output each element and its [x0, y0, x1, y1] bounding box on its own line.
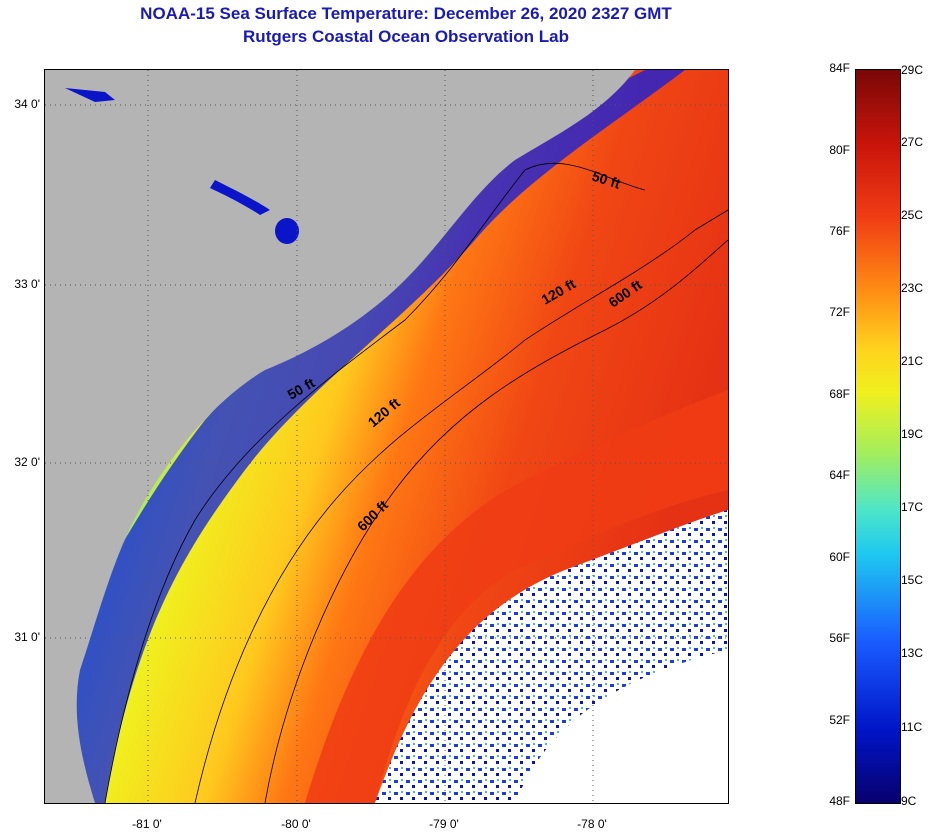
temperature-colorbar — [855, 69, 901, 804]
colorbar-f-68: 68F — [829, 387, 850, 401]
colorbar-c-29: 29C — [901, 63, 924, 77]
colorbar-c-9: 9C — [901, 794, 917, 808]
colorbar-f-84: 84F — [829, 61, 850, 75]
lon-label-80: -80 0' — [281, 817, 311, 831]
contour-50ft — [104, 162, 646, 803]
inland-lake — [275, 218, 299, 244]
lat-label-33: 33 0' — [14, 277, 40, 291]
cloud-cover-clear — [515, 650, 728, 803]
lat-label-34: 34 0' — [14, 97, 40, 111]
land-mass — [45, 70, 635, 803]
colorbar-f-72: 72F — [829, 305, 850, 319]
contour-600ft — [264, 239, 728, 803]
sst-map[interactable]: 50 ft 50 ft 120 ft 120 ft 600 ft 600 ft — [44, 69, 729, 804]
sst-map-svg: 50 ft 50 ft 120 ft 120 ft 600 ft 600 ft — [45, 70, 728, 803]
colorbar-c-13: 13C — [901, 646, 924, 660]
colorbar-f-80: 80F — [829, 143, 850, 157]
colorbar-c-17: 17C — [901, 500, 924, 514]
lat-label-31: 31 0' — [14, 630, 40, 644]
map-subtitle: Rutgers Coastal Ocean Observation Lab — [243, 27, 569, 46]
colorbar-c-25: 25C — [901, 208, 924, 222]
colorbar-f-64: 64F — [829, 468, 850, 482]
map-title: NOAA-15 Sea Surface Temperature: Decembe… — [140, 4, 672, 23]
inland-sound — [210, 180, 270, 215]
lon-label-81: -81 0' — [132, 817, 162, 831]
colorbar-c-19: 19C — [901, 427, 924, 441]
lon-label-78: -78 0' — [577, 817, 607, 831]
lat-label-32: 32 0' — [14, 455, 40, 469]
colorbar-c-21: 21C — [901, 354, 924, 368]
colorbar-f-76: 76F — [829, 224, 850, 238]
gulf-stream-band — [305, 390, 728, 803]
contour-120ft — [194, 209, 728, 803]
colorbar-c-27: 27C — [901, 135, 924, 149]
colorbar-f-56: 56F — [829, 631, 850, 645]
lon-label-79: -79 0' — [429, 817, 459, 831]
coastal-cold-water — [45, 70, 685, 803]
colorbar-f-60: 60F — [829, 550, 850, 564]
colorbar-c-11: 11C — [901, 720, 923, 734]
colorbar-c-23: 23C — [901, 281, 924, 295]
colorbar-f-48: 48F — [829, 794, 850, 808]
inland-river — [65, 88, 115, 102]
colorbar-c-15: 15C — [901, 573, 924, 587]
colorbar-f-52: 52F — [829, 713, 850, 727]
